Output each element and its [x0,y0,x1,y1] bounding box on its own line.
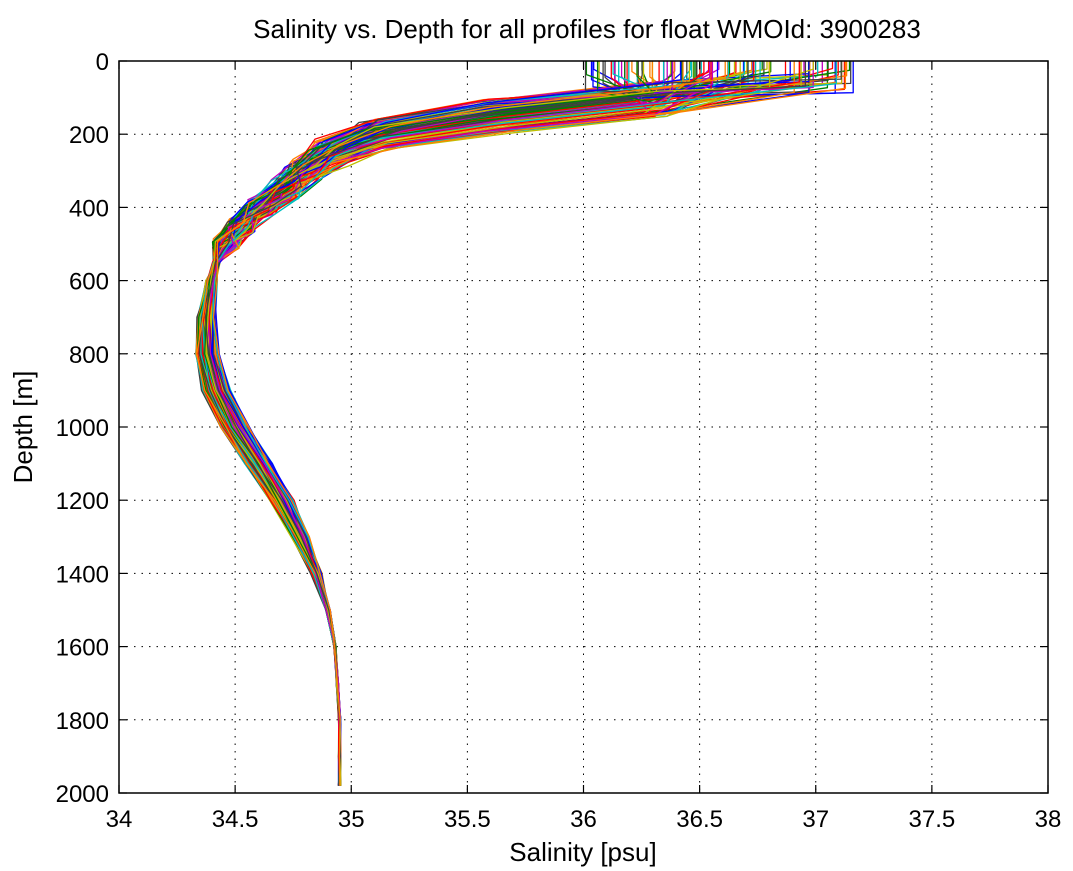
y-tick-label: 200 [69,122,109,149]
x-tick-label: 36 [570,806,597,833]
y-tick-label: 600 [69,269,109,296]
x-tick-label: 34.5 [212,806,259,833]
x-tick-label: 37.5 [909,806,956,833]
x-tick-label: 34 [106,806,133,833]
y-tick-label: 800 [69,342,109,369]
x-axis-label: Salinity [psu] [509,837,656,867]
y-tick-label: 1800 [56,708,109,735]
x-axis-ticks: 34 34.5 35 35.5 36 36.5 37 37.5 38 [106,61,1062,833]
x-tick-label: 38 [1035,806,1062,833]
y-tick-label: 1000 [56,415,109,442]
y-tick-label: 2000 [56,781,109,808]
y-tick-label: 400 [69,195,109,222]
profile-line [212,61,726,786]
y-tick-label: 0 [96,49,109,76]
y-tick-label: 1400 [56,561,109,588]
y-tick-label: 1200 [56,488,109,515]
chart-title: Salinity vs. Depth for all profiles for … [253,14,921,44]
x-tick-label: 37 [802,806,829,833]
y-tick-label: 1600 [56,635,109,662]
y-axis-label: Depth [m] [8,371,38,484]
x-tick-label: 35 [338,806,365,833]
x-tick-label: 36.5 [676,806,723,833]
y-axis-ticks: 0 200 400 600 800 1000 1200 1400 1600 1800 2000 [56,49,1048,808]
x-tick-label: 35.5 [444,806,491,833]
profile-lines [194,61,854,786]
